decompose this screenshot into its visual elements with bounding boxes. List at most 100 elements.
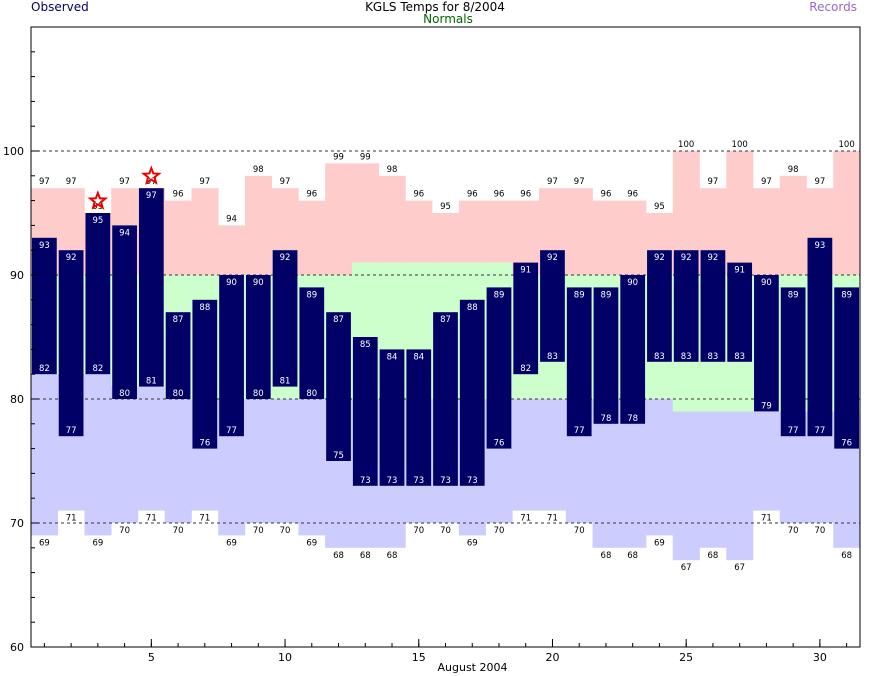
observed-bar — [620, 275, 646, 424]
observed-high-label: 88 — [199, 303, 210, 313]
record-high-band — [164, 200, 192, 275]
record-low-band — [271, 399, 299, 523]
record-low-label: 68 — [627, 551, 638, 561]
record-low-label: 71 — [146, 514, 157, 524]
observed-bar — [58, 250, 84, 437]
record-low-label: 70 — [574, 526, 585, 536]
record-low-band — [699, 411, 727, 548]
observed-high-label: 90 — [253, 278, 264, 288]
record-low-label: 68 — [333, 551, 344, 561]
record-high-label: 96 — [306, 190, 317, 200]
observed-high-label: 89 — [841, 290, 852, 300]
record-low-band — [512, 399, 540, 511]
y-tick-label: 80 — [10, 393, 24, 406]
record-high-label: 97 — [199, 177, 210, 187]
record-high-label: 97 — [280, 177, 291, 187]
record-low-band — [137, 386, 166, 511]
y-tick-label: 70 — [10, 517, 24, 530]
record-low-band — [753, 411, 781, 511]
record-high-band — [458, 200, 486, 263]
legend-observed: Observed — [31, 0, 89, 14]
observed-high-label: 89 — [574, 290, 585, 300]
observed-high-label: 92 — [547, 253, 558, 263]
record-high-label: 96 — [413, 190, 424, 200]
observed-high-label: 84 — [413, 352, 424, 362]
record-low-band — [31, 374, 59, 536]
observed-bar — [486, 287, 512, 449]
observed-high-label: 89 — [494, 290, 505, 300]
record-high-label: 97 — [39, 177, 50, 187]
legend-records: Records — [809, 0, 857, 14]
x-tick-label: 25 — [679, 651, 693, 664]
record-low-label: 68 — [601, 551, 612, 561]
record-high-label: 100 — [678, 140, 694, 150]
record-high-band — [565, 188, 593, 275]
record-low-band — [164, 399, 192, 523]
observed-bar — [459, 299, 485, 486]
record-low-label: 70 — [173, 526, 184, 536]
observed-high-label: 91 — [734, 266, 745, 276]
record-low-label: 67 — [681, 563, 692, 573]
observed-low-label: 79 — [761, 401, 772, 411]
observed-bar — [754, 275, 779, 412]
record-low-label: 69 — [39, 538, 50, 548]
observed-bar — [433, 312, 458, 486]
observed-bar — [138, 188, 164, 387]
record-low-label: 70 — [119, 526, 130, 536]
observed-low-label: 73 — [440, 476, 451, 486]
observed-high-label: 89 — [788, 290, 799, 300]
x-axis-title: August 2004 — [438, 661, 508, 674]
observed-high-label: 93 — [814, 241, 825, 251]
observed-high-label: 85 — [360, 340, 371, 350]
observed-low-label: 83 — [547, 352, 558, 362]
x-tick-label: 15 — [412, 651, 426, 664]
record-high-label: 99 — [333, 152, 344, 162]
observed-bar — [299, 287, 325, 399]
record-high-band — [378, 175, 406, 263]
observed-low-label: 73 — [360, 476, 371, 486]
record-low-label: 68 — [387, 551, 398, 561]
record-high-band — [218, 225, 246, 275]
observed-high-label: 92 — [681, 253, 692, 263]
observed-low-label: 82 — [92, 364, 103, 374]
record-high-band — [325, 163, 353, 275]
record-high-label: 97 — [708, 177, 719, 187]
record-low-label: 68 — [708, 551, 719, 561]
observed-bar — [807, 237, 833, 437]
observed-bar — [647, 250, 672, 362]
observed-bar — [379, 349, 405, 486]
record-high-band — [191, 188, 219, 275]
observed-low-label: 76 — [494, 439, 505, 449]
legend-normals: Normals — [423, 12, 473, 26]
x-tick-label: 5 — [148, 651, 155, 664]
observed-bar — [32, 237, 57, 375]
observed-low-label: 81 — [146, 377, 157, 387]
record-high-band — [432, 213, 460, 263]
record-high-label: 100 — [839, 140, 855, 150]
record-high-band — [592, 200, 620, 275]
record-low-label: 70 — [788, 526, 799, 536]
observed-low-label: 82 — [520, 364, 531, 374]
record-high-label: 97 — [66, 177, 77, 187]
observed-low-label: 80 — [173, 389, 184, 399]
record-low-label: 71 — [520, 514, 531, 524]
observed-low-label: 77 — [814, 426, 825, 436]
record-low-band — [539, 399, 567, 511]
record-high-band — [351, 163, 379, 263]
record-low-label: 71 — [761, 514, 772, 524]
record-low-band — [84, 374, 112, 536]
record-low-label: 70 — [253, 526, 264, 536]
record-low-label: 67 — [734, 563, 745, 573]
record-high-band — [485, 200, 513, 263]
record-high-label: 98 — [387, 165, 398, 175]
x-tick-label: 10 — [278, 651, 292, 664]
record-high-label: 96 — [494, 190, 505, 200]
record-low-label: 70 — [494, 526, 505, 536]
y-tick-label: 100 — [3, 145, 24, 158]
observed-low-label: 83 — [734, 352, 745, 362]
observed-high-label: 84 — [387, 352, 398, 362]
observed-high-label: 87 — [440, 315, 451, 325]
record-high-label: 97 — [814, 177, 825, 187]
record-star-icon — [141, 165, 162, 185]
observed-low-label: 80 — [306, 389, 317, 399]
